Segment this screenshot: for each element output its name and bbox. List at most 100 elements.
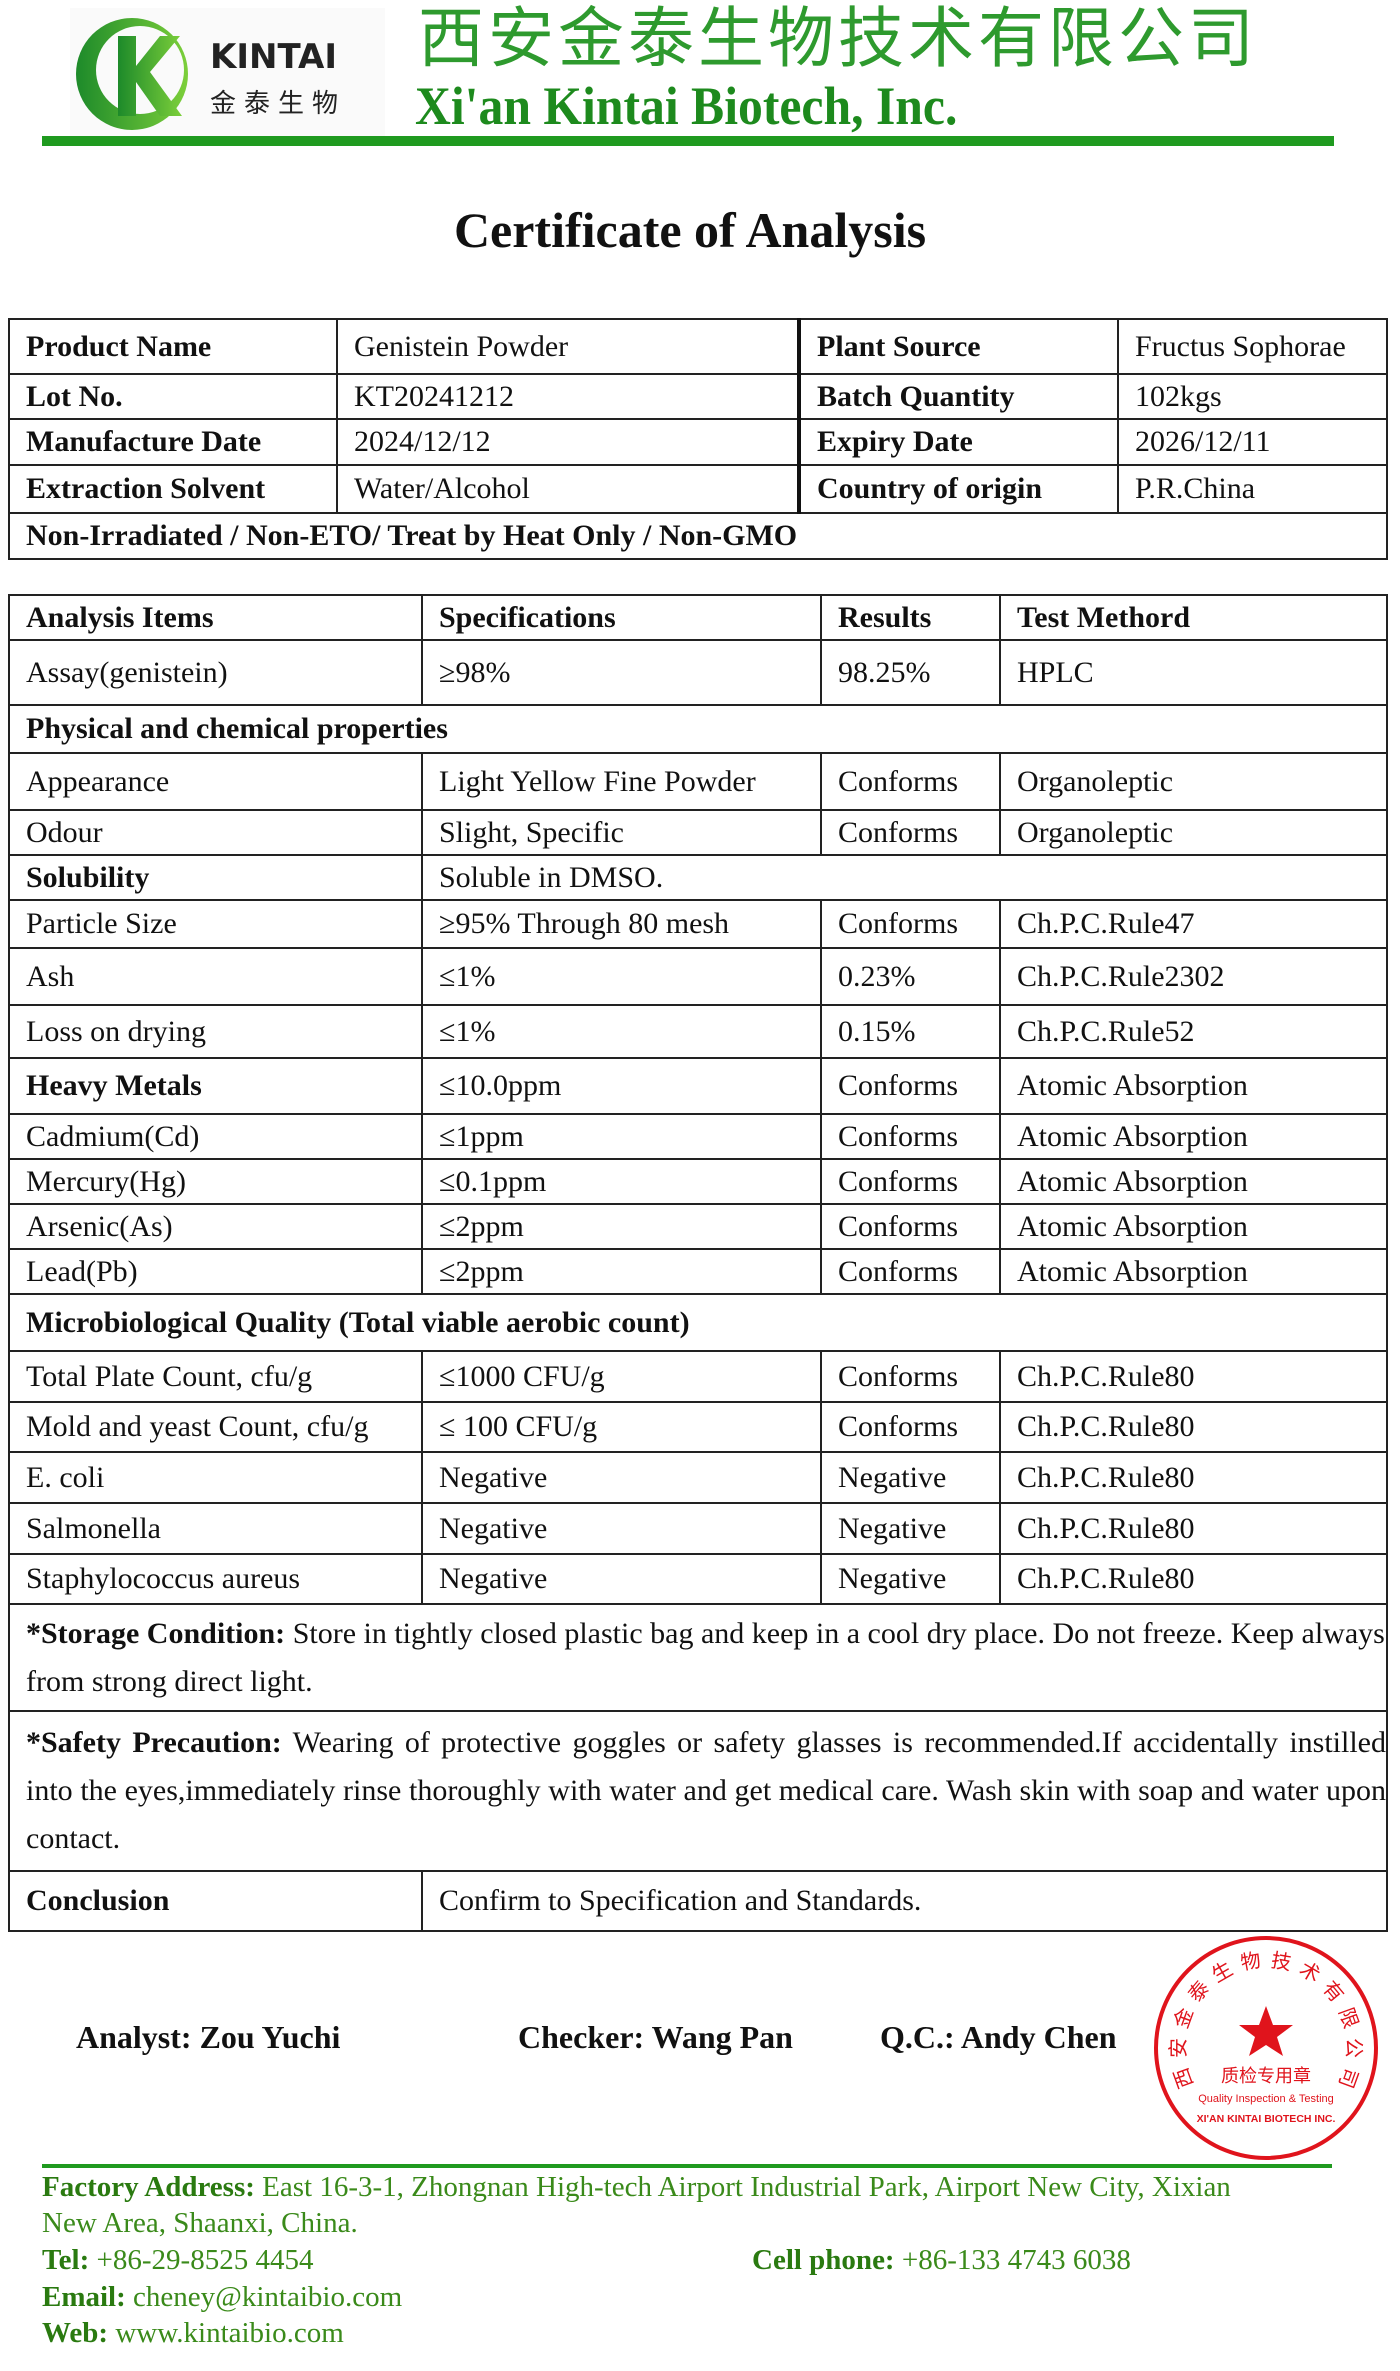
stamp-ring-char: 安 — [1166, 2038, 1190, 2058]
field-value: 2024/12/12 — [336, 418, 801, 466]
item-cell: Ash — [8, 947, 423, 1006]
tel-value: +86-29-8525 4454 — [89, 2244, 314, 2276]
item-cell: Particle Size — [8, 899, 423, 949]
method-cell: Organoleptic — [999, 809, 1388, 856]
star-icon — [1239, 2006, 1293, 2056]
spec-cell: ≤2ppm — [421, 1203, 822, 1250]
result-cell: Negative — [820, 1451, 1001, 1504]
document-title: Certificate of Analysis — [453, 202, 927, 258]
logo-text: KINTAI — [210, 37, 337, 77]
web-value[interactable]: www.kintaibio.com — [108, 2317, 344, 2349]
spec-cell: ≤1ppm — [421, 1113, 822, 1160]
method-cell: Ch.P.C.Rule52 — [999, 1004, 1388, 1059]
column-header: Specifications — [421, 594, 822, 641]
field-value: KT20241212 — [336, 373, 801, 420]
field-value: Genistein Powder — [336, 318, 801, 375]
table-row: Mold and yeast Count, cfu/g ≤ 100 CFU/g Co… — [8, 1401, 1388, 1453]
section-header-row: Microbiological Quality (Total viable ae… — [8, 1293, 1388, 1352]
result-cell: Conforms — [820, 809, 1001, 856]
item-cell: Staphylococcus aureus — [8, 1553, 423, 1605]
method-cell: Ch.P.C.Rule80 — [999, 1502, 1388, 1555]
result-cell: Conforms — [820, 1350, 1001, 1403]
item-cell: Solubility — [8, 854, 423, 901]
product-claims-row: Non-Irradiated / Non-ETO/ Treat by Heat … — [8, 512, 1388, 560]
method-cell: Ch.P.C.Rule80 — [999, 1350, 1388, 1403]
field-label: Country of origin — [798, 464, 1119, 514]
method-cell: Ch.P.C.Rule47 — [999, 899, 1388, 949]
cell-value: +86-133 4743 6038 — [894, 2244, 1131, 2276]
section-header: Physical and chemical properties — [8, 704, 1388, 754]
result-cell: Conforms — [820, 1113, 1001, 1160]
website[interactable]: Web: www.kintaibio.com — [42, 2316, 344, 2350]
note-text: Wearing of protective goggles or safety … — [26, 1726, 1386, 1855]
stamp-ring-char: 物 — [1239, 1948, 1263, 1975]
table-row: Conclusion Confirm to Specification and S… — [8, 1870, 1388, 1932]
item-cell: E. coli — [8, 1451, 423, 1504]
method-cell: Atomic Absorption — [999, 1057, 1388, 1115]
stamp-ring-char: 有 — [1318, 1976, 1349, 2007]
product-info-row: Product Name Genistein Powder Plant Source… — [8, 318, 1388, 375]
field-label: Batch Quantity — [798, 373, 1119, 420]
web-label: Web: — [42, 2317, 109, 2349]
section-header: Microbiological Quality (Total viable ae… — [8, 1293, 1388, 1352]
table-row: Salmonella Negative Negative Ch.P.C.Rule80 — [8, 1502, 1388, 1555]
note-label: *Storage Condition: — [26, 1616, 286, 1650]
table-row: Arsenic(As) ≤2ppm Conforms Atomic Absorptio… — [8, 1203, 1388, 1250]
stamp-ring-char: 术 — [1295, 1956, 1324, 1987]
method-cell: Ch.P.C.Rule80 — [999, 1553, 1388, 1605]
factory-address: Factory Address: East 16-3-1, Zhongnan H… — [42, 2170, 1231, 2204]
field-value: P.R.China — [1117, 464, 1388, 514]
item-cell: Heavy Metals — [8, 1057, 423, 1115]
email-value[interactable]: cheney@kintaibio.com — [125, 2281, 403, 2313]
result-cell: 0.23% — [820, 947, 1001, 1006]
method-cell: Organoleptic — [999, 752, 1388, 811]
note-label: *Safety Precaution: — [26, 1726, 282, 1759]
table-row: Lead(Pb) ≤2ppm Conforms Atomic Absorption — [8, 1248, 1388, 1295]
result-cell: Conforms — [820, 1248, 1001, 1295]
product-claims: Non-Irradiated / Non-ETO/ Treat by Heat … — [8, 512, 1388, 560]
email[interactable]: Email: cheney@kintaibio.com — [42, 2280, 402, 2314]
product-info-row: Lot No. KT20241212 Batch Quantity 102kgs — [8, 373, 1388, 420]
product-info-table: Product Name Genistein Powder Plant Source… — [8, 318, 1388, 560]
table-row: Solubility Soluble in DMSO. — [8, 854, 1388, 901]
field-label: Manufacture Date — [8, 418, 338, 466]
table-row: Staphylococcus aureus Negative Negative Ch.… — [8, 1553, 1388, 1605]
stamp-ring-char: 技 — [1269, 1948, 1293, 1975]
checker-signature: Checker: Wang Pan — [518, 2019, 793, 2055]
item-cell: Total Plate Count, cfu/g — [8, 1350, 423, 1403]
table-row: E. coli Negative Negative Ch.P.C.Rule80 — [8, 1451, 1388, 1504]
company-name-en: Xi'an Kintai Biotech, Inc. — [415, 76, 958, 136]
method-cell: Ch.P.C.Rule80 — [999, 1451, 1388, 1504]
stamp-ring-char: 司 — [1334, 2065, 1363, 2092]
spec-cell: ≥95% Through 80 mesh — [421, 899, 822, 949]
spec-cell: ≤0.1ppm — [421, 1158, 822, 1205]
company-seal-stamp: 质检专用章 Quality Inspection & Testing XI'AN… — [1152, 1934, 1380, 2162]
stamp-ring-char: 公 — [1342, 2038, 1366, 2058]
cell-phone: Cell phone: +86-133 4743 6038 — [752, 2243, 1131, 2277]
spec-cell: Negative — [421, 1553, 822, 1605]
spec-cell: ≥98% — [421, 639, 822, 706]
table-row: Cadmium(Cd) ≤1ppm Conforms Atomic Absorptio… — [8, 1113, 1388, 1160]
table-row: Heavy Metals ≤10.0ppm Conforms Atomic Absor… — [8, 1057, 1388, 1115]
table-row: Appearance Light Yellow Fine Powder Confor… — [8, 752, 1388, 811]
product-info-row: Extraction Solvent Water/Alcohol Country o… — [8, 464, 1388, 514]
result-cell: Conforms — [820, 752, 1001, 811]
result-cell: 98.25% — [820, 639, 1001, 706]
result-cell: Negative — [820, 1553, 1001, 1605]
table-row: Ash ≤1% 0.23% Ch.P.C.Rule2302 — [8, 947, 1388, 1006]
qc-signature: Q.C.: Andy Chen — [880, 2019, 1117, 2055]
table-row: Odour Slight, Specific Conforms Organolepti… — [8, 809, 1388, 856]
spec-cell: ≤10.0ppm — [421, 1057, 822, 1115]
field-value: Fructus Sophorae — [1117, 318, 1388, 375]
spec-cell: Soluble in DMSO. — [421, 854, 1388, 901]
stamp-ring-char: 限 — [1334, 2004, 1363, 2031]
stamp-ring-char: 西 — [1169, 2065, 1198, 2092]
address-label: Factory Address: — [42, 2171, 255, 2203]
spec-cell: Negative — [421, 1502, 822, 1555]
header-divider — [42, 136, 1334, 146]
note-row: *Safety Precaution: Wearing of protectiv… — [8, 1710, 1388, 1872]
method-cell: Ch.P.C.Rule80 — [999, 1401, 1388, 1453]
result-cell: Conforms — [820, 1158, 1001, 1205]
spec-cell: Negative — [421, 1451, 822, 1504]
field-value: 2026/12/11 — [1117, 418, 1388, 466]
